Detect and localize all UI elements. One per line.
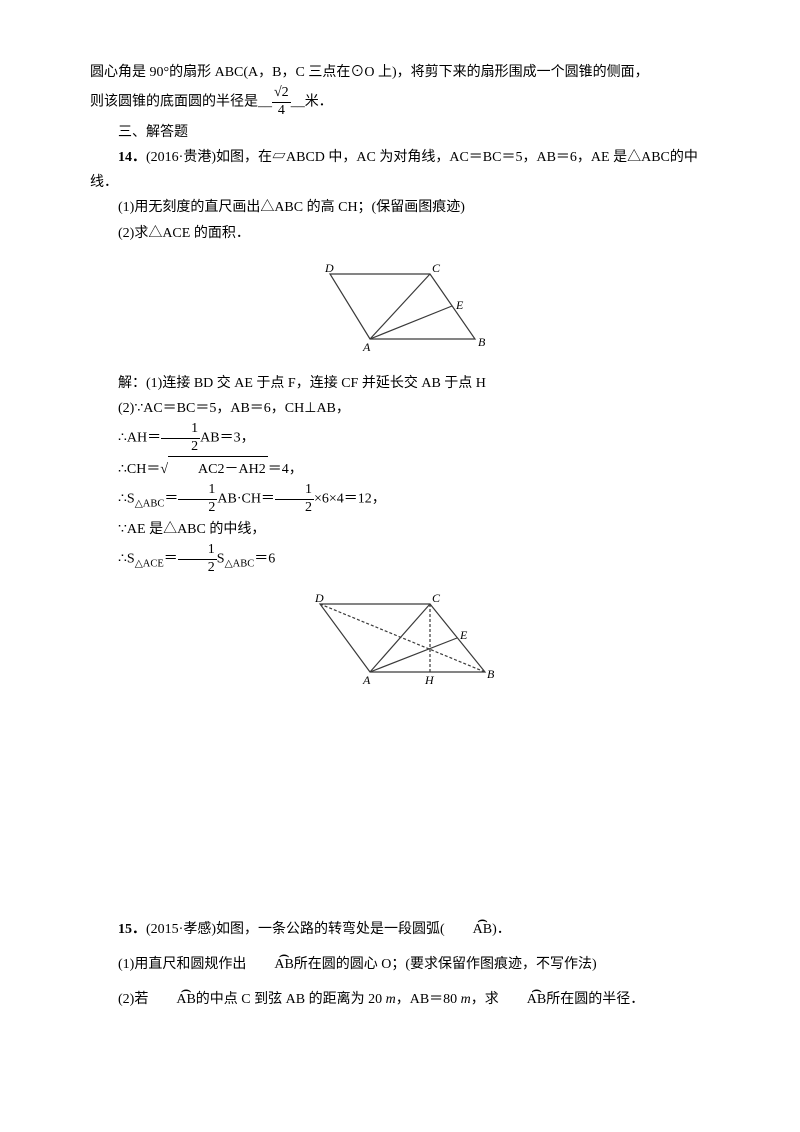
svg-text:B: B [478, 335, 486, 349]
solution-line: ∴CH＝√AC2－AH2＝4， [90, 456, 710, 482]
fraction: 12 [161, 421, 200, 456]
diagram-1: D C E A B [90, 254, 710, 363]
radicand: AC2－AH2 [168, 456, 268, 482]
question-label: 14． [118, 150, 146, 165]
svg-text:C: C [432, 591, 441, 605]
text: ，求 [471, 992, 499, 1007]
question-14: 14．(2016·贵港)如图，在▱ABCD 中，AC 为对角线，AC＝BC＝5，… [90, 145, 710, 195]
svg-text:A: A [362, 673, 371, 687]
text: ∴S [118, 492, 135, 507]
numerator: 1 [178, 482, 217, 500]
solution-line: (2)∵AC＝BC＝5，AB＝6，CH⊥AB， [90, 396, 710, 421]
unit: m [386, 992, 396, 1007]
question-sub: (1)用直尺和圆规作出AB所在圆的圆心 O；(要求保留作图痕迹，不写作法) [90, 952, 710, 977]
numerator: 1 [275, 482, 314, 500]
text: (2)若 [118, 992, 148, 1007]
svg-text:E: E [455, 298, 464, 312]
text: 所在圆的半径． [546, 992, 644, 1007]
text: AB＝3， [200, 431, 254, 446]
arc-notation: AB [445, 917, 492, 942]
question-sub: (2)若AB的中点 C 到弦 AB 的距离为 20 m，AB＝80 m，求AB所… [90, 987, 710, 1012]
solution-line: ∴S△ABC＝12AB·CH＝12×6×4＝12， [90, 482, 710, 517]
question-sub: (2)求△ACE 的面积． [90, 221, 710, 246]
numerator: 1 [178, 542, 217, 560]
svg-text:E: E [459, 628, 468, 642]
text: ＝ [164, 551, 178, 566]
text-line: 圆心角是 90°的扇形 ABC(A，B，C 三点在⊙O 上)，将剪下来的扇形围成… [90, 60, 710, 85]
question-source: (2015·孝感) [146, 922, 216, 937]
spacer [90, 942, 710, 952]
solution-line: 解：(1)连接 BD 交 AE 于点 F，连接 CF 并延长交 AB 于点 H [90, 371, 710, 396]
denominator: 4 [272, 103, 291, 120]
fraction: 12 [178, 482, 217, 517]
text: (1)连接 BD 交 AE 于点 F，连接 CF 并延长交 AB 于点 H [146, 376, 486, 391]
svg-text:A: A [362, 340, 371, 354]
fraction: 12 [275, 482, 314, 517]
diagram-2: D C E A H B [90, 584, 710, 698]
svg-text:D: D [324, 261, 334, 275]
solution-line: ∴S△ACE＝12S△ABC＝6 [90, 542, 710, 577]
text: (1)用直尺和圆规作出 [118, 957, 246, 972]
spacer [90, 707, 710, 917]
arc-notation: AB [148, 987, 195, 1012]
text: ＝6 [254, 551, 275, 566]
subscript: △ACE [135, 558, 164, 569]
arc-notation: AB [499, 987, 546, 1012]
text: S [217, 551, 225, 566]
text: AB·CH＝ [217, 492, 275, 507]
numerator: √2 [272, 85, 291, 103]
question-15: 15．(2015·孝感)如图，一条公路的转弯处是一段圆弧(AB)． [90, 917, 710, 942]
text-line: 则该圆锥的底面圆的半径是__√24__米． [90, 85, 710, 120]
text: ∴S [118, 551, 135, 566]
denominator: 2 [275, 500, 314, 517]
text: 所在圆的圆心 O；(要求保留作图痕迹，不写作法) [294, 957, 597, 972]
section-heading: 三、解答题 [90, 120, 710, 145]
unit: m [461, 992, 471, 1007]
text: 则该圆锥的底面圆的半径是__ [90, 95, 272, 110]
text: ∴AH＝ [118, 431, 161, 446]
denominator: 2 [178, 500, 217, 517]
subscript: △ABC [225, 558, 255, 569]
numerator: 1 [161, 421, 200, 439]
question-sub: (1)用无刻度的直尺画出△ABC 的高 CH；(保留画图痕迹) [90, 195, 710, 220]
question-text: 如图，一条公路的转弯处是一段圆弧( [216, 922, 445, 937]
text: 的中点 C 到弦 AB 的距离为 20 [196, 992, 386, 1007]
fraction: 12 [178, 542, 217, 577]
solution-line: ∵AE 是△ABC 的中线， [90, 517, 710, 542]
text: ＝4， [268, 462, 303, 477]
arc-notation: AB [246, 952, 293, 977]
text: ，AB＝80 [396, 992, 461, 1007]
text: ＝ [164, 492, 178, 507]
svg-text:C: C [432, 261, 441, 275]
question-source: (2016·贵港) [146, 150, 216, 165]
text: ×6×4＝12， [314, 492, 386, 507]
question-label: 15． [118, 922, 146, 937]
denominator: 2 [161, 439, 200, 456]
text: __米． [291, 95, 333, 110]
denominator: 2 [178, 560, 217, 577]
svg-text:D: D [314, 591, 324, 605]
question-text: )． [492, 922, 511, 937]
fraction: √24 [272, 85, 291, 120]
text: ∴CH＝√ [118, 462, 168, 477]
solution-line: ∴AH＝12AB＝3， [90, 421, 710, 456]
solution-label: 解： [118, 376, 146, 391]
subscript: △ABC [135, 498, 165, 509]
svg-text:B: B [487, 667, 495, 681]
svg-text:H: H [424, 673, 435, 687]
